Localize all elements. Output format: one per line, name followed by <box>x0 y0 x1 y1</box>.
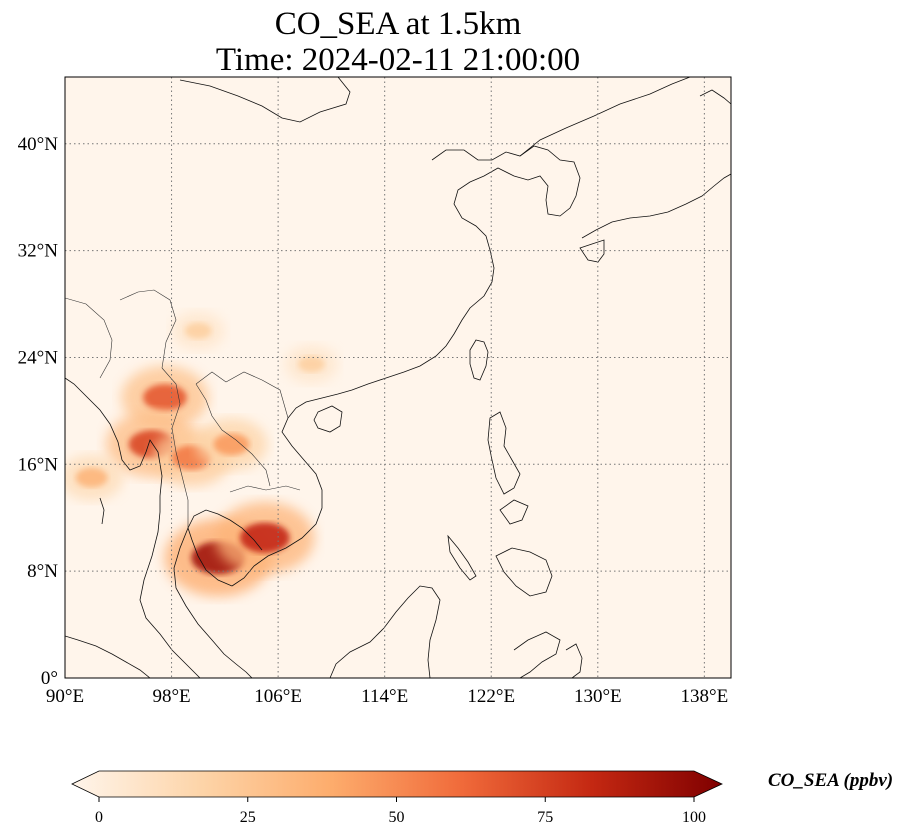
colorbar-tick-label: 0 <box>95 809 103 826</box>
coastline-hainan <box>313 405 343 433</box>
latitude-tick-label: 40°N <box>18 134 59 155</box>
coastline-borneo <box>329 585 441 678</box>
colorbar-tick-label: 25 <box>240 809 256 826</box>
border-myanmar-thailand <box>161 367 189 528</box>
longitude-tick-labels: 90°E 98°E 106°E 114°E 122°E 130°E 138°E <box>46 686 728 707</box>
co-plume-core <box>184 322 212 339</box>
colorbar-gradient <box>71 770 723 798</box>
colorbar-ticks: 0 25 50 75 100 <box>95 797 706 826</box>
coastline-andaman-islands <box>99 497 105 525</box>
coastline-palawan <box>447 534 477 581</box>
colorbar-tick-label: 100 <box>682 809 706 826</box>
map-title: CO_SEA at 1.5km <box>274 6 522 42</box>
latitude-tick-label: 32°N <box>18 241 59 262</box>
coastline-halmahera <box>565 643 583 678</box>
coastline-sumatra <box>65 635 151 678</box>
co-plume-core <box>143 384 187 411</box>
co-plume-core <box>75 467 108 488</box>
longitude-tick-label: 98°E <box>152 686 190 707</box>
co-plume-core <box>213 433 250 456</box>
longitude-tick-label: 122°E <box>467 686 515 707</box>
coastline-hokkaido <box>699 89 731 105</box>
border-china-myanmar <box>119 289 177 369</box>
longitude-tick-label: 90°E <box>46 686 84 707</box>
coastline-visayas <box>499 499 529 525</box>
coastline-luzon <box>487 411 521 495</box>
latitude-tick-labels: 0° 8°N 16°N 24°N 32°N 40°N <box>18 134 59 689</box>
coastline-taiwan <box>469 339 489 381</box>
colorbar-tick-label: 50 <box>389 809 405 826</box>
latitude-tick-label: 0° <box>41 668 58 689</box>
coastline-sulawesi <box>513 631 561 678</box>
coastline-northeast-coast <box>519 77 691 157</box>
coastline-malay-peninsula <box>173 527 253 678</box>
coastline-malay-west <box>139 511 201 678</box>
coastline-northeast-asia <box>179 77 351 123</box>
co-plumes-layer <box>65 311 339 597</box>
longitude-tick-label: 130°E <box>574 686 622 707</box>
map-subtitle-time: Time: 2024-02-11 21:00:00 <box>215 42 581 78</box>
coastline-layer <box>65 77 731 678</box>
coastline-myanmar <box>65 377 163 512</box>
border-thailand-cambodia <box>229 485 301 493</box>
map-panel <box>64 76 732 679</box>
co-plume-core <box>298 355 325 373</box>
longitude-tick-label: 106°E <box>254 686 302 707</box>
border-china-laos <box>195 371 227 385</box>
coastline-japan <box>581 173 731 239</box>
longitude-tick-label: 138°E <box>681 686 729 707</box>
graticule <box>65 77 731 678</box>
colorbar-tick-label: 75 <box>537 809 553 826</box>
border-laos-vietnam <box>225 371 289 419</box>
latitude-tick-label: 24°N <box>18 347 59 368</box>
country-borders-layer <box>65 289 301 528</box>
coastline-bohai-korea <box>431 145 581 251</box>
coastline-japan-south <box>579 239 605 263</box>
latitude-tick-label: 16°N <box>18 454 59 475</box>
map-frame <box>64 76 732 679</box>
coastline-gulf-thailand <box>187 509 263 587</box>
coastline-mindanao <box>495 547 553 597</box>
coastline-china-east <box>287 249 495 419</box>
latitude-tick-label: 8°N <box>27 561 58 582</box>
colorbar: 0 25 50 75 100 <box>71 770 723 826</box>
colorbar-label: CO_SEA (ppbv) <box>768 770 894 791</box>
co-plume-core <box>239 522 290 553</box>
coastline-vietnam <box>231 417 323 587</box>
border-india-myanmar <box>65 297 113 379</box>
border-laos-thailand <box>195 383 271 487</box>
longitude-tick-label: 114°E <box>361 686 408 707</box>
